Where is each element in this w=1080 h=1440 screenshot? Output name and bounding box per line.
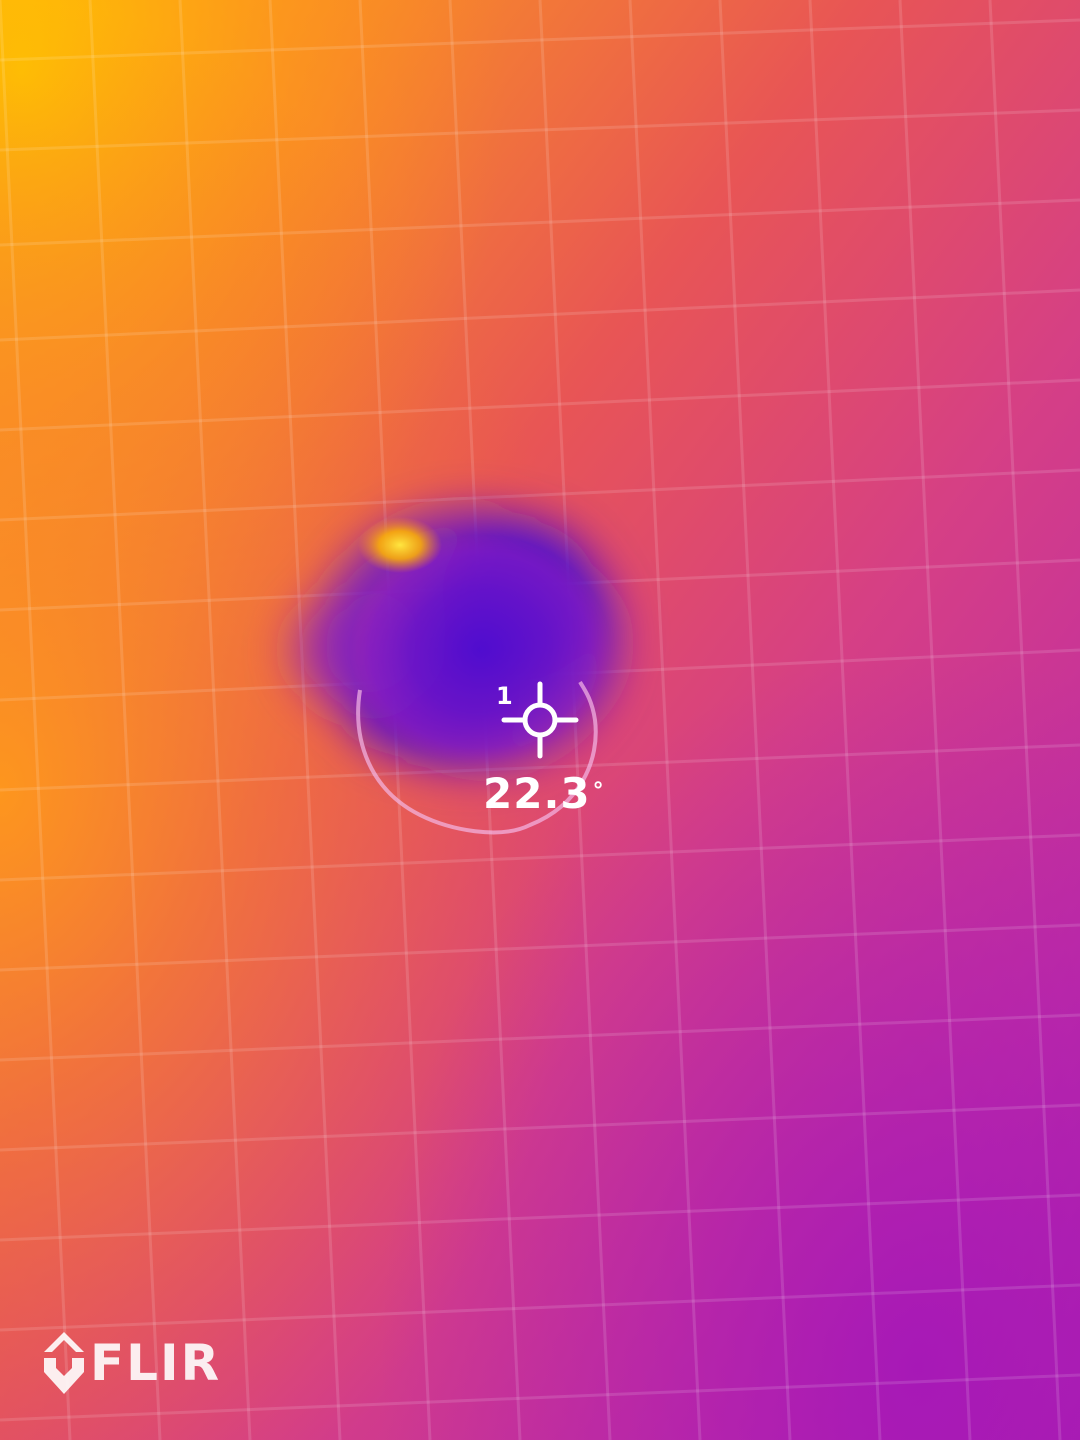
brand-logo-text: FLIR	[90, 1334, 222, 1392]
droplet-outline	[356, 680, 598, 835]
temperature-value: 22.3	[483, 769, 591, 818]
spot-index-label: 1	[496, 682, 513, 710]
hot-spot	[358, 517, 442, 573]
brand-logo: FLIR	[42, 1328, 221, 1398]
temperature-unit: °	[592, 779, 605, 804]
crosshair-icon	[501, 681, 579, 759]
spot-temperature: 22.3°	[483, 768, 605, 820]
flir-diamond-icon	[44, 1332, 84, 1394]
